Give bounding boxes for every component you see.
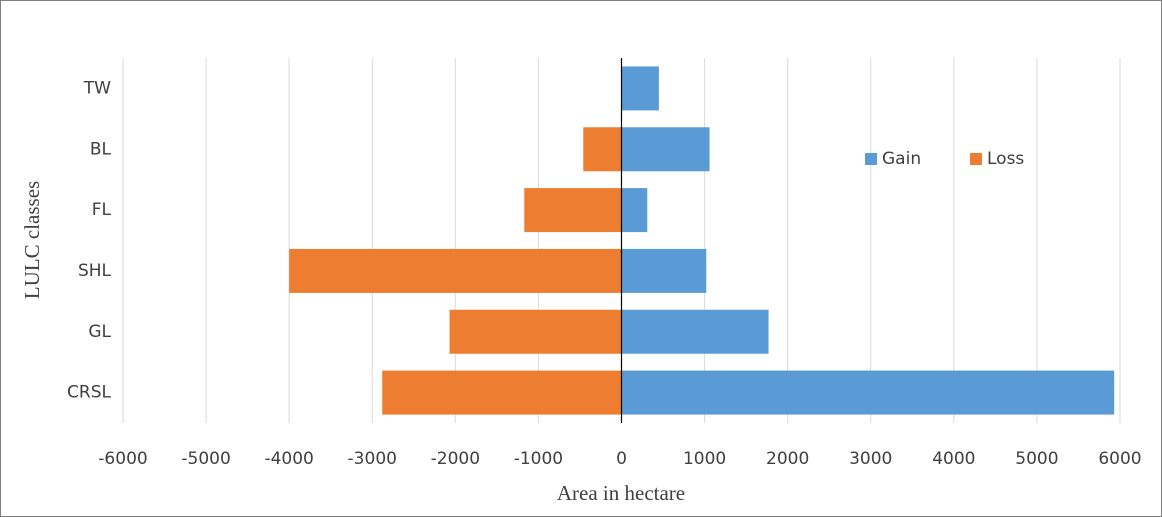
x-axis-title: Area in hectare xyxy=(557,481,685,505)
x-tick-label: 1000 xyxy=(683,449,726,469)
bar xyxy=(289,248,622,293)
x-tick-label: 3000 xyxy=(849,449,892,469)
y-tick-label: GL xyxy=(88,322,111,342)
y-axis-title: LULC classes xyxy=(20,181,44,299)
legend-swatch xyxy=(970,153,982,165)
bar xyxy=(449,309,622,354)
y-tick-label: BL xyxy=(90,139,112,159)
legend-label: Gain xyxy=(882,149,921,169)
legend-swatch xyxy=(865,153,877,165)
bar xyxy=(621,66,659,111)
x-tick-label: -2000 xyxy=(431,449,480,469)
bar xyxy=(621,248,707,293)
x-tick-label: -5000 xyxy=(181,449,230,469)
x-tick-label: 5000 xyxy=(1015,449,1058,469)
bar xyxy=(621,188,648,233)
x-tick-label: 2000 xyxy=(766,449,809,469)
bar xyxy=(621,127,710,172)
x-tick-label: -3000 xyxy=(348,449,397,469)
y-tick-label: SHL xyxy=(78,261,112,281)
x-tick-label: 6000 xyxy=(1098,449,1141,469)
x-tick-label: 0 xyxy=(616,449,627,469)
x-tick-label: -6000 xyxy=(98,449,147,469)
x-tick-label: -4000 xyxy=(264,449,313,469)
bar xyxy=(382,370,622,415)
x-tick-label: 4000 xyxy=(932,449,975,469)
bar xyxy=(524,188,622,233)
y-tick-label: TW xyxy=(83,78,111,98)
bar xyxy=(621,309,769,354)
bar xyxy=(583,127,622,172)
y-tick-label: CRSL xyxy=(67,383,111,403)
y-tick-label: FL xyxy=(92,200,112,220)
bar xyxy=(621,370,1115,415)
x-tick-label: -1000 xyxy=(514,449,563,469)
legend-label: Loss xyxy=(987,149,1024,169)
